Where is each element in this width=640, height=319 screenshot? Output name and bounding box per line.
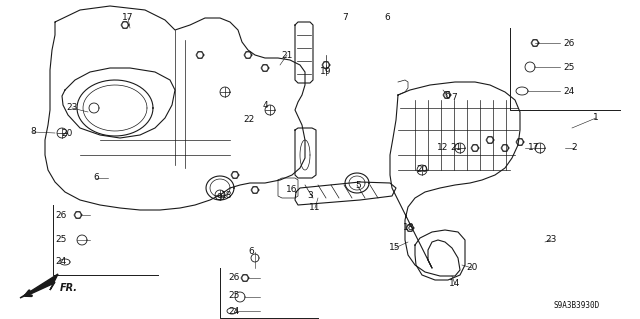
Text: 19: 19 — [320, 68, 332, 77]
Text: 18: 18 — [221, 190, 233, 199]
Text: 24: 24 — [563, 86, 574, 95]
Text: 25: 25 — [228, 291, 239, 300]
Text: 1: 1 — [593, 114, 599, 122]
Text: 14: 14 — [449, 279, 461, 288]
Text: 2: 2 — [571, 144, 577, 152]
Text: 11: 11 — [309, 204, 321, 212]
Text: 7: 7 — [451, 93, 457, 101]
Text: 12: 12 — [437, 144, 449, 152]
Text: 26: 26 — [563, 39, 574, 48]
Text: 21: 21 — [282, 50, 292, 60]
Text: 22: 22 — [243, 115, 255, 124]
Text: FR.: FR. — [60, 283, 78, 293]
Text: 26: 26 — [228, 273, 239, 283]
Text: 6: 6 — [93, 174, 99, 182]
Text: 17: 17 — [528, 144, 540, 152]
Polygon shape — [20, 274, 58, 298]
Text: 17: 17 — [122, 13, 134, 23]
Text: 20: 20 — [416, 166, 428, 174]
Text: 9: 9 — [216, 192, 222, 202]
Text: 8: 8 — [30, 128, 36, 137]
Text: 18: 18 — [403, 224, 415, 233]
Text: 5: 5 — [355, 181, 361, 189]
Text: 3: 3 — [307, 190, 313, 199]
Text: 24: 24 — [228, 307, 239, 315]
Text: S9A3B3930D: S9A3B3930D — [554, 301, 600, 310]
Text: 24: 24 — [55, 257, 67, 266]
Text: 4: 4 — [262, 100, 268, 109]
Text: 16: 16 — [286, 186, 298, 195]
Text: 6: 6 — [248, 248, 253, 256]
Text: 23: 23 — [67, 103, 77, 113]
Text: 21: 21 — [451, 144, 461, 152]
Text: 6: 6 — [444, 91, 450, 100]
Text: 23: 23 — [545, 235, 557, 244]
Text: 25: 25 — [55, 235, 67, 244]
Text: 26: 26 — [55, 211, 67, 219]
Text: 15: 15 — [389, 243, 401, 253]
Text: 20: 20 — [61, 129, 73, 137]
Text: 25: 25 — [563, 63, 574, 71]
Text: 20: 20 — [467, 263, 477, 272]
Text: 6: 6 — [384, 12, 390, 21]
Text: 7: 7 — [342, 12, 348, 21]
